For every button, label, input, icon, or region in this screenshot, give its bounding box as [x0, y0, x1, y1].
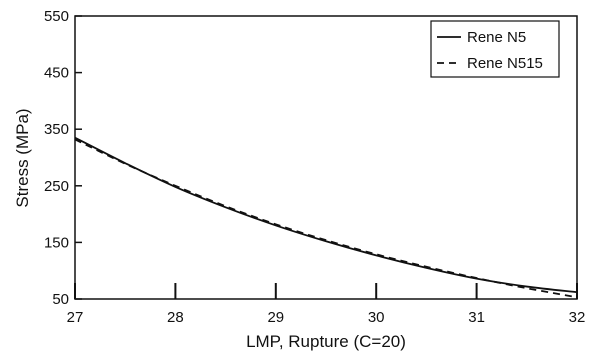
- x-tick-label: 28: [167, 309, 184, 326]
- y-tick-label: 50: [52, 291, 69, 308]
- y-tick-label: 250: [44, 178, 69, 195]
- y-tick-label: 350: [44, 121, 69, 138]
- plot-area: [74, 15, 578, 300]
- x-tick-label: 30: [368, 309, 385, 326]
- y-axis-ticks: 50 150 250 350 450 550: [44, 8, 82, 308]
- y-tick-label: 150: [44, 234, 69, 251]
- x-tick-label: 27: [67, 309, 84, 326]
- legend-box: [430, 20, 560, 78]
- series-lines: [74, 136, 578, 299]
- x-tick-label: 32: [569, 309, 586, 326]
- legend-label-rene-n515: Rene N515: [467, 55, 543, 72]
- legend: Rene N5 Rene N515: [430, 20, 560, 78]
- plot-frame: [74, 15, 578, 300]
- series-line-rene-n5: [74, 136, 578, 294]
- legend-label-rene-n5: Rene N5: [467, 29, 526, 46]
- x-axis-ticks: 27 28 29 30 31 32: [67, 283, 586, 326]
- y-tick-label: 450: [44, 65, 69, 82]
- x-tick-label: 29: [267, 309, 284, 326]
- x-tick-label: 31: [468, 309, 485, 326]
- y-axis-label: Stress (MPa): [13, 108, 32, 207]
- y-tick-label: 550: [44, 8, 69, 25]
- x-axis-label: LMP, Rupture (C=20): [246, 332, 406, 351]
- series-line-rene-n515: [74, 138, 578, 299]
